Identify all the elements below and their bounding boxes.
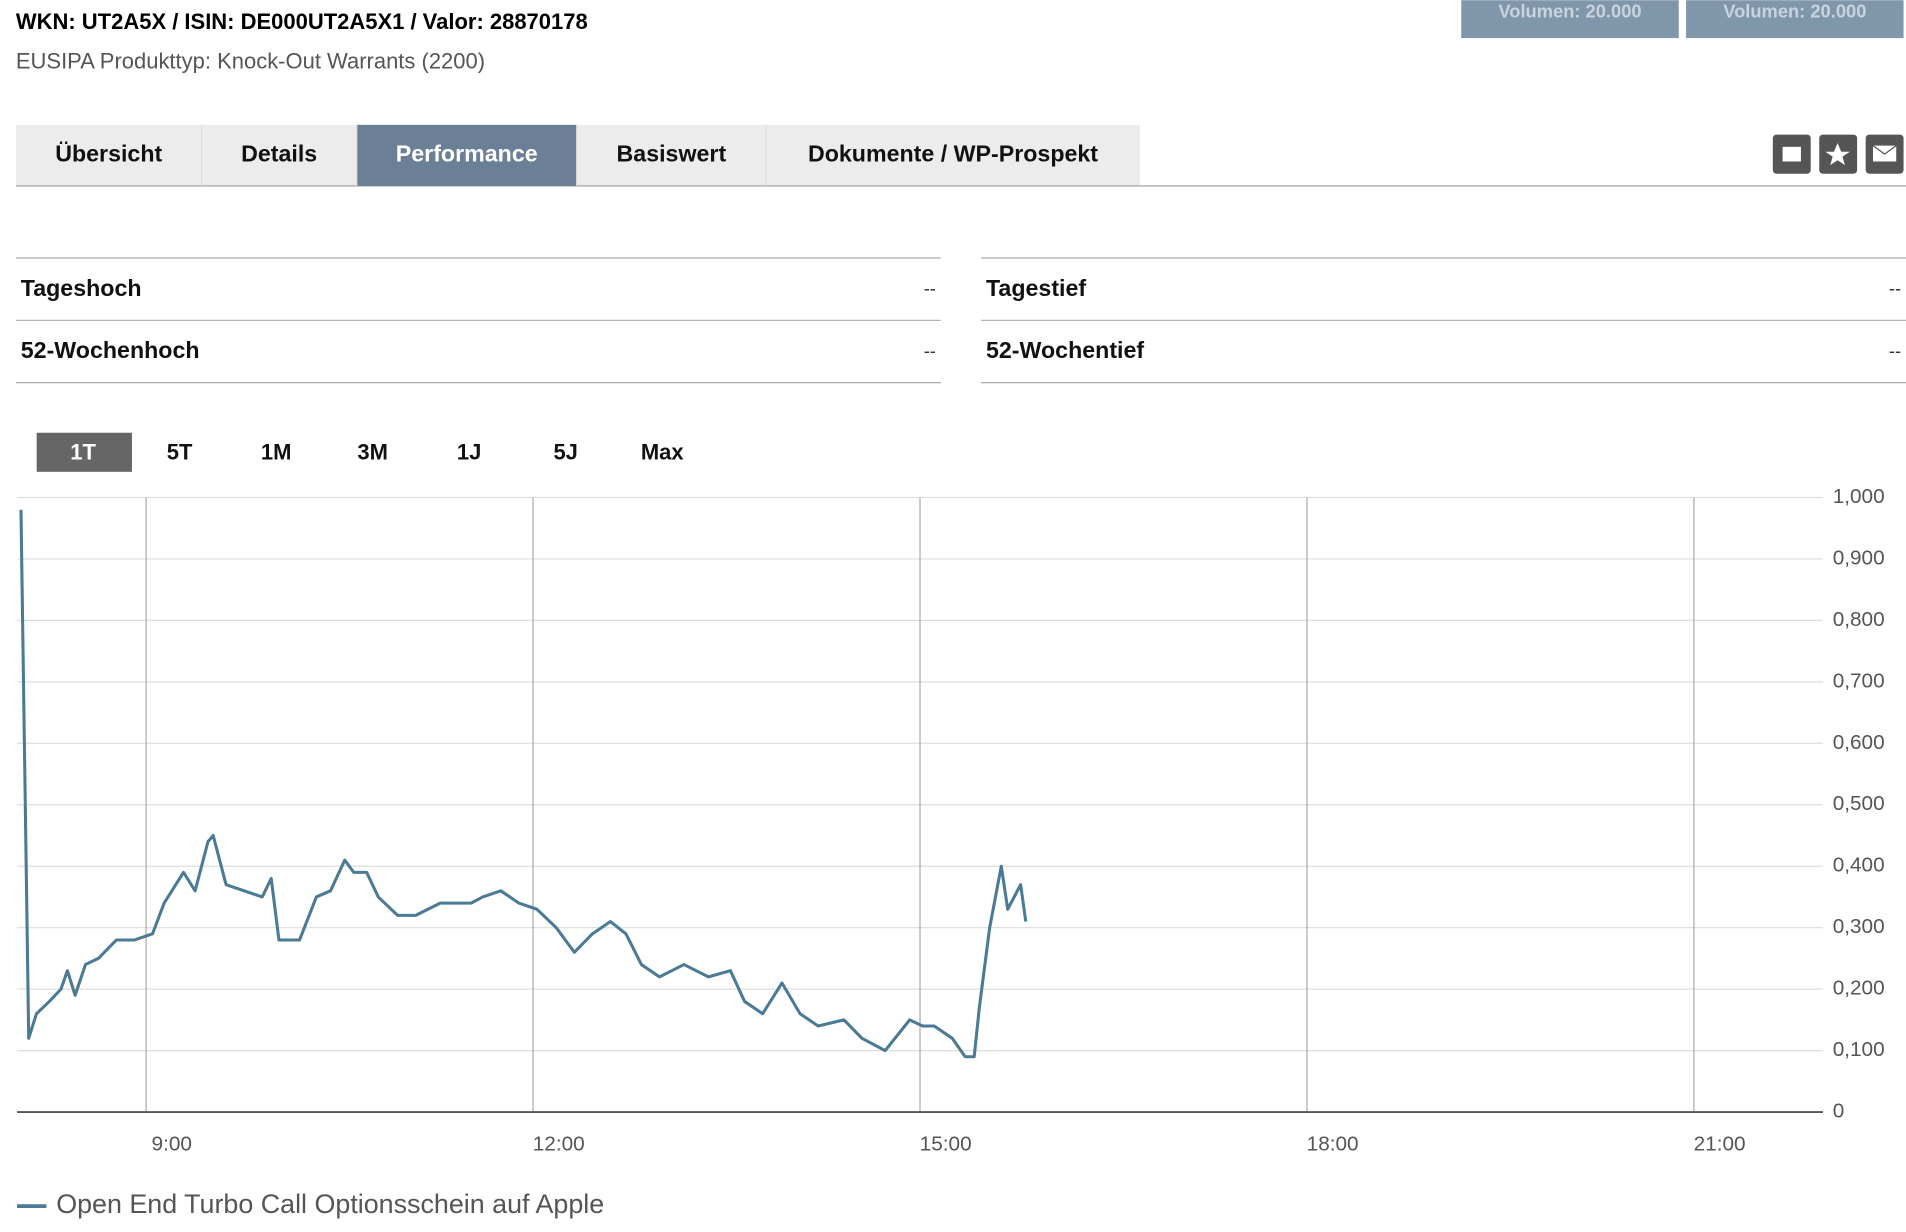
range-button[interactable]: 1M: [261, 439, 292, 464]
print-icon[interactable]: [1772, 134, 1811, 174]
y-tick-label: 1,000: [1833, 485, 1885, 508]
range-button[interactable]: 5J: [553, 439, 577, 464]
x-tick-label: 9:00: [152, 1133, 192, 1156]
x-tick-label: 15:00: [920, 1133, 972, 1156]
range-button[interactable]: 1J: [457, 439, 481, 464]
y-tick-label: 0,300: [1833, 915, 1885, 938]
stat-value: --: [924, 278, 936, 299]
y-tick-label: 0,100: [1833, 1038, 1885, 1061]
volume-button-label: Volumen: 20.000: [1498, 0, 1641, 21]
range-button[interactable]: 3M: [357, 439, 388, 464]
range-button[interactable]: 5T: [167, 439, 193, 464]
stat-label: Tageshoch: [21, 275, 142, 301]
legend-entry: Open End Turbo Call Optionsschein auf Ap…: [56, 1189, 604, 1219]
tab[interactable]: Details: [241, 141, 317, 167]
y-tick-label: 0,700: [1833, 669, 1885, 692]
x-tick-label: 12:00: [533, 1133, 585, 1156]
range-button[interactable]: 1T: [70, 439, 96, 464]
tab[interactable]: Performance: [396, 141, 538, 167]
y-tick-label: 0,900: [1833, 546, 1885, 569]
y-tick-label: 0,600: [1833, 731, 1885, 754]
page-title: WKN: UT2A5X / ISIN: DE000UT2A5X1 / Valor…: [16, 9, 588, 34]
price-line: [19, 509, 1028, 1059]
volume-button[interactable]: [1461, 0, 1679, 39]
y-tick-label: 0: [1833, 1100, 1845, 1123]
y-tick-label: 0,500: [1833, 792, 1885, 815]
y-tick-label: 0,800: [1833, 608, 1885, 631]
stat-label: 52-Wochentief: [986, 337, 1144, 363]
range-button[interactable]: Max: [641, 439, 685, 464]
x-tick-label: 18:00: [1307, 1133, 1359, 1156]
x-tick-label: 21:00: [1694, 1133, 1746, 1156]
watchlist-icon[interactable]: [1819, 134, 1858, 174]
tab[interactable]: Basiswert: [617, 141, 727, 167]
stat-value: --: [1889, 340, 1901, 361]
range-button-active[interactable]: [36, 432, 132, 472]
stat-label: Tagestief: [986, 275, 1086, 301]
volume-button[interactable]: [1686, 0, 1904, 39]
stat-label: 52-Wochenhoch: [21, 337, 200, 363]
y-tick-label: 0,200: [1833, 977, 1885, 1000]
tab[interactable]: Dokumente / WP-Prospekt: [808, 141, 1098, 167]
tab-active[interactable]: [356, 124, 577, 186]
mail-icon[interactable]: [1865, 134, 1904, 174]
stat-value: --: [1889, 278, 1901, 299]
page-subtitle: EUSIPA Produkttyp: Knock-Out Warrants (2…: [16, 48, 485, 73]
tab-bar: [15, 124, 1140, 186]
tab[interactable]: Übersicht: [55, 141, 162, 167]
volume-button-label: Volumen: 20.000: [1723, 0, 1866, 21]
y-tick-label: 0,400: [1833, 854, 1885, 877]
stat-value: --: [924, 340, 936, 361]
